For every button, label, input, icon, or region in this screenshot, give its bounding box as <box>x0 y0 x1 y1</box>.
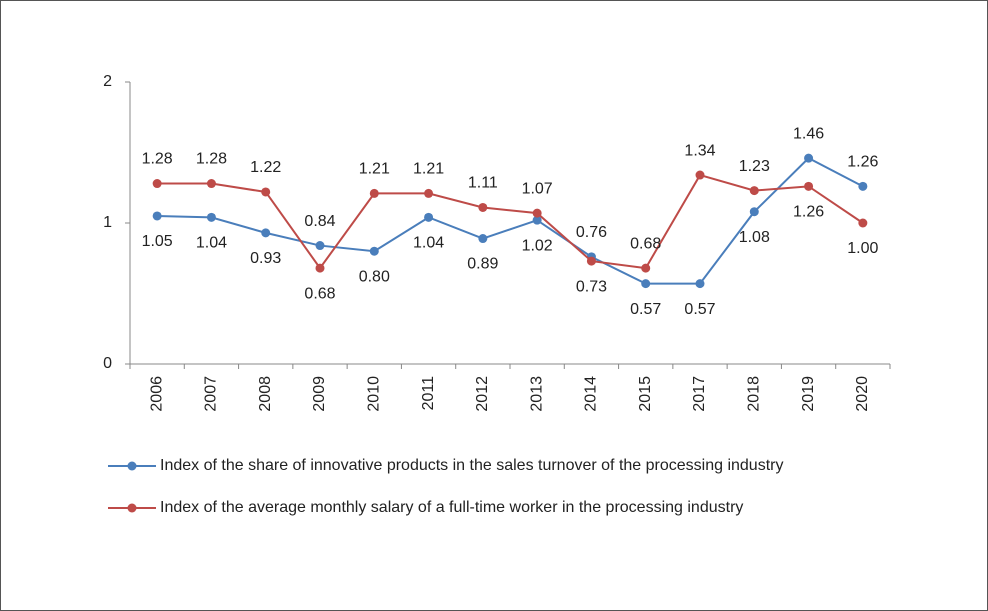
x-tick-label: 2012 <box>474 376 491 412</box>
point <box>695 279 705 289</box>
data-label: 1.26 <box>793 204 824 221</box>
x-tick-label: 2006 <box>148 376 165 412</box>
point <box>315 263 325 273</box>
legend-label: Index of the average monthly salary of a… <box>160 499 744 516</box>
data-label: 1.46 <box>793 125 824 142</box>
data-label: 1.28 <box>196 151 227 168</box>
x-tick-label: 2020 <box>854 376 871 412</box>
data-label: 1.34 <box>684 142 715 159</box>
data-label: 1.04 <box>196 235 227 252</box>
point <box>749 186 759 196</box>
y-tick-label: 1 <box>103 214 112 231</box>
data-label: 1.23 <box>739 158 770 175</box>
data-label: 0.73 <box>576 278 607 295</box>
point <box>858 218 868 228</box>
point <box>641 263 651 273</box>
x-tick-label: 2015 <box>637 376 654 412</box>
data-label: 0.80 <box>359 268 390 285</box>
point <box>261 228 271 238</box>
point <box>206 179 216 189</box>
point <box>532 215 542 225</box>
data-label: 0.89 <box>467 256 498 273</box>
data-label: 0.57 <box>684 301 715 318</box>
x-tick-label: 2019 <box>800 376 817 412</box>
point <box>586 256 596 266</box>
x-tick-label: 2014 <box>583 376 600 412</box>
data-label: 1.11 <box>468 175 498 192</box>
y-tick-label: 2 <box>103 73 112 90</box>
point <box>532 208 542 218</box>
data-label: 1.26 <box>847 154 878 171</box>
point <box>369 188 379 198</box>
point <box>152 211 162 221</box>
x-tick-label: 2013 <box>528 376 545 412</box>
data-label: 1.00 <box>847 240 878 257</box>
data-label: 0.93 <box>250 250 281 267</box>
data-label: 1.07 <box>522 180 553 197</box>
point <box>424 188 434 198</box>
data-label: 0.76 <box>576 224 607 241</box>
data-label: 1.05 <box>142 233 173 250</box>
point <box>478 234 488 244</box>
data-label: 0.68 <box>630 235 661 252</box>
series-line <box>157 156 864 285</box>
series-line <box>157 173 864 270</box>
x-tick-label: 2009 <box>311 376 328 412</box>
data-label: 1.21 <box>413 161 444 178</box>
data-label: 1.04 <box>413 235 444 252</box>
point <box>858 181 868 191</box>
legend-marker <box>127 461 137 471</box>
legend-marker <box>127 503 137 513</box>
x-tick-label: 2007 <box>203 376 220 412</box>
x-tick-label: 2017 <box>691 376 708 412</box>
point <box>695 170 705 180</box>
y-tick-label: 0 <box>103 355 112 372</box>
x-tick-label: 2008 <box>257 376 274 412</box>
data-label: 1.21 <box>359 161 390 178</box>
point <box>369 246 379 256</box>
point <box>749 207 759 217</box>
data-label: 1.02 <box>522 237 553 254</box>
data-label: 1.22 <box>250 159 281 176</box>
data-label: 1.28 <box>142 151 173 168</box>
point <box>424 212 434 222</box>
data-label: 0.57 <box>630 301 661 318</box>
data-label: 0.68 <box>304 285 335 302</box>
point <box>804 153 814 163</box>
point <box>315 241 325 251</box>
x-tick-label: 2018 <box>746 376 763 412</box>
data-label: 1.08 <box>739 229 770 246</box>
point <box>478 202 488 212</box>
point <box>804 181 814 191</box>
point <box>261 187 271 197</box>
legend-label: Index of the share of innovative product… <box>160 457 784 474</box>
x-tick-label: 2010 <box>366 376 383 412</box>
point <box>641 279 651 289</box>
point <box>152 179 162 189</box>
x-tick-label: 2011 <box>420 376 437 411</box>
data-label: 0.84 <box>304 213 335 230</box>
point <box>206 212 216 222</box>
